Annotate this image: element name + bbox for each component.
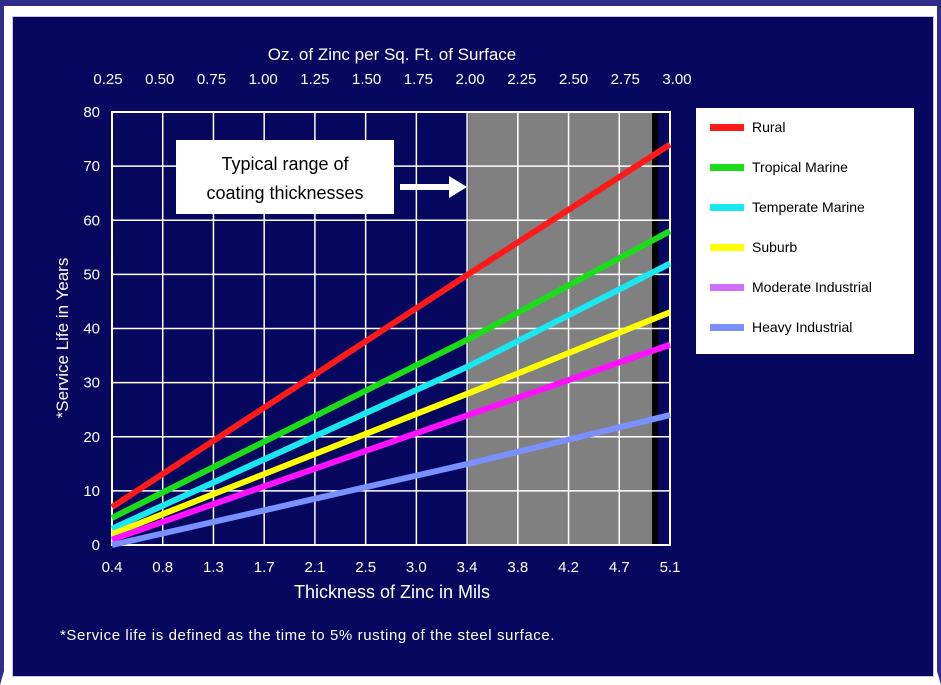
legend-label-suburb: Suburb <box>752 239 797 255</box>
y-axis-label: *Service Life in Years <box>53 258 72 419</box>
plot-border <box>111 111 671 546</box>
top-tick-label: 0.75 <box>197 71 226 88</box>
x-tick-label: 0.4 <box>102 559 123 576</box>
series-line-tropical-marine <box>110 228 672 521</box>
series-line-rural <box>110 141 672 510</box>
legend-label-tropical-marine: Tropical Marine <box>752 159 848 175</box>
y-tick-label: 30 <box>83 375 100 392</box>
legend-swatch-tropical-marine <box>710 164 744 171</box>
top-axis-label: Oz. of Zinc per Sq. Ft. of Surface <box>268 45 516 64</box>
top-tick-label: 3.00 <box>662 71 691 88</box>
legend-box <box>696 108 914 354</box>
x-tick-label: 3.8 <box>507 559 528 576</box>
top-tick-label: 1.25 <box>300 71 329 88</box>
y-tick-label: 20 <box>83 429 100 446</box>
y-tick-label: 40 <box>83 321 100 338</box>
legend: Rural Tropical Marine Temperate Marine Subu… <box>696 108 914 354</box>
top-tick-label: 2.00 <box>455 71 484 88</box>
y-tick-label: 60 <box>83 212 100 229</box>
series-line-moderate-industrial <box>111 341 671 543</box>
x-tick-label: 2.5 <box>355 559 376 576</box>
legend-label-temperate-marine: Temperate Marine <box>752 199 865 215</box>
y-tick-label: 80 <box>83 104 100 121</box>
series-line-temperate-marine <box>110 260 672 532</box>
top-tick-label: 2.50 <box>559 71 588 88</box>
top-tick-label: 0.25 <box>93 71 122 88</box>
series-line-suburb <box>110 309 672 537</box>
top-tick-label: 2.25 <box>507 71 536 88</box>
x-tick-label: 1.3 <box>203 559 224 576</box>
legend-label-moderate-industrial: Moderate Industrial <box>752 279 872 295</box>
top-tick-label: 2.75 <box>611 71 640 88</box>
x-tick-label: 4.2 <box>558 559 579 576</box>
legend-swatch-heavy-industrial <box>710 324 744 331</box>
legend-label-heavy-industrial: Heavy Industrial <box>752 319 852 335</box>
x-tick-label: 1.7 <box>254 559 275 576</box>
annotation-line-2: coating thicknesses <box>206 183 363 203</box>
legend-swatch-temperate-marine <box>710 204 744 211</box>
x-axis-label: Thickness of Zinc in Mils <box>294 582 490 602</box>
top-tick-label: 1.50 <box>352 71 381 88</box>
x-tick-label: 4.7 <box>609 559 630 576</box>
legend-swatch-suburb <box>710 244 744 251</box>
annotation-line-1: Typical range of <box>221 154 349 174</box>
y-tick-label: 0 <box>92 537 100 554</box>
top-tick-label: 1.00 <box>249 71 278 88</box>
top-tick-label: 0.50 <box>145 71 174 88</box>
y-tick-label: 50 <box>83 266 100 283</box>
x-tick-label: 3.0 <box>406 559 427 576</box>
top-tick-label: 1.75 <box>404 71 433 88</box>
series-line-heavy-industrial <box>111 412 671 548</box>
x-tick-label: 5.1 <box>660 559 681 576</box>
series-layer <box>110 141 672 548</box>
annotation-box <box>176 140 394 214</box>
annotation-callout: Typical range of coating thicknesses <box>176 140 467 214</box>
legend-swatch-rural <box>710 124 744 131</box>
x-tick-label: 3.4 <box>457 559 478 576</box>
axis-layer: 0.4 0.8 1.3 1.7 2.1 2.5 3.0 3.4 3.8 4.2 4.7 5.1 0.25… <box>83 71 691 576</box>
footnote: *Service life is defined as the time to … <box>60 627 555 644</box>
y-tick-label: 70 <box>83 158 100 175</box>
legend-swatch-moderate-industrial <box>710 284 744 291</box>
legend-label-rural: Rural <box>752 119 785 135</box>
x-tick-label: 0.8 <box>152 559 173 576</box>
annotation-arrow-icon <box>400 176 467 198</box>
x-tick-label: 2.1 <box>304 559 325 576</box>
y-tick-label: 10 <box>83 483 100 500</box>
